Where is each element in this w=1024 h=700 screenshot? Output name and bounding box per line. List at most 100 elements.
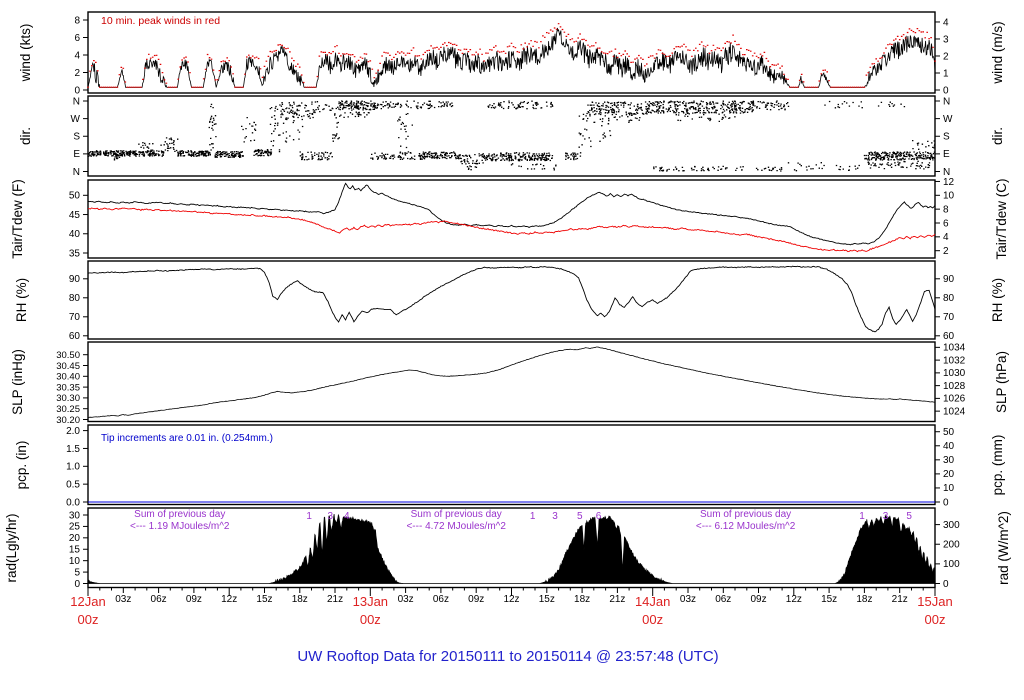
wind-right-tick-label: 2 <box>943 51 949 62</box>
temp-left-tick-label: 35 <box>69 248 81 259</box>
rad-hour-marker: 4 <box>344 511 350 522</box>
rad-left-tick-label: 10 <box>69 556 81 567</box>
day-label-date: 12Jan <box>70 594 105 609</box>
slp-right-tick-label: 1024 <box>943 406 966 417</box>
temp-right-tick-label: 12 <box>943 177 955 188</box>
day-label-hour: 00z <box>360 612 381 627</box>
day-label-hour: 00z <box>642 612 663 627</box>
hour-tick-label: 12z <box>503 594 519 605</box>
panel-frame-wind <box>87 11 936 94</box>
hour-tick-label: 06z <box>433 594 449 605</box>
rad-left-tick-label: 30 <box>69 510 81 521</box>
pcp-left-tick-label: 1.5 <box>66 444 80 455</box>
rad-hour-marker: 1 <box>530 511 536 522</box>
rad-sum-note-line1: Sum of previous day <box>700 509 791 520</box>
slp-left-tick-label: 30.40 <box>56 372 80 383</box>
day-label-date: 15Jan <box>917 594 952 609</box>
hour-tick-label: 15z <box>821 594 837 605</box>
hour-tick-label: 03z <box>680 594 696 605</box>
rh-left-tick-label: 80 <box>69 293 81 304</box>
rad-left-tick-label: 5 <box>74 567 80 578</box>
rad-left-tick-label: 0 <box>74 579 80 590</box>
precip-tip-note: Tip increments are 0.01 in. (0.254mm.) <box>101 433 273 444</box>
slp-right-tick-label: 1026 <box>943 394 966 405</box>
pcp-right-tick-label: 0 <box>943 497 949 508</box>
axis-title-temp-right: Tair/Tdew (C) <box>994 178 1009 259</box>
hour-tick-label: 15z <box>539 594 555 605</box>
hour-tick-label: 09z <box>468 594 484 605</box>
pcp-right-tick-label: 50 <box>943 427 955 438</box>
slp-right-tick-label: 1034 <box>943 343 966 354</box>
pcp-left-tick-label: 2.0 <box>66 426 80 437</box>
rad-hour-marker: 1 <box>306 511 312 522</box>
axis-title-slp-right: SLP (hPa) <box>994 351 1009 413</box>
rad-right-tick-label: 0 <box>943 579 949 590</box>
pcp-right-tick-label: 10 <box>943 483 955 494</box>
radiation-annotations: Sum of previous day<--- 1.19 MJoules/m^2… <box>130 509 912 532</box>
dir-left-tick-label: E <box>73 149 80 160</box>
rad-left-tick-label: 25 <box>69 522 81 533</box>
hour-tick-label: 12z <box>221 594 237 605</box>
wind-left-tick-label: 2 <box>74 68 80 79</box>
slp-left-tick-label: 30.50 <box>56 350 80 361</box>
temp-right-tick-label: 4 <box>943 232 949 243</box>
day-label-date: 13Jan <box>353 594 388 609</box>
solar-radiation-area <box>87 513 936 585</box>
rad-sum-note-line1: Sum of previous day <box>134 509 225 520</box>
hour-tick-label: 18z <box>574 594 590 605</box>
dir-left-tick-label: N <box>73 167 80 178</box>
slp-line <box>87 346 936 418</box>
panel-ticks-slp: 30.5030.4530.4030.3530.3030.2530.2010341… <box>56 343 965 426</box>
panel-frame-pcp <box>87 424 936 506</box>
temp-left-tick-label: 50 <box>69 191 81 202</box>
axis-title-pcp-right: pcp. (mm) <box>990 435 1005 496</box>
wind-right-tick-label: 0 <box>943 85 949 96</box>
axis-title-rh-right: RH (%) <box>990 278 1005 322</box>
hour-tick-label: 21z <box>892 594 908 605</box>
slp-left-tick-label: 30.30 <box>56 393 80 404</box>
wind-peak-note: 10 min. peak winds in red <box>101 15 220 27</box>
axis-title-temp-left: Tair/Tdew (F) <box>10 179 25 259</box>
rh-left-tick-label: 90 <box>69 274 81 285</box>
hour-tick-label: 06z <box>151 594 167 605</box>
axis-title-rad-right: rad (W/m^2) <box>996 511 1011 585</box>
day-label-hour: 00z <box>78 612 99 627</box>
slp-left-tick-label: 30.35 <box>56 382 80 393</box>
axis-title-slp-left: SLP (inHg) <box>10 349 25 415</box>
rad-hour-marker: 3 <box>883 511 889 522</box>
dir-left-tick-label: S <box>73 132 80 143</box>
hour-tick-label: 09z <box>750 594 766 605</box>
slp-right-tick-label: 1028 <box>943 381 966 392</box>
dir-right-tick-label: S <box>943 132 950 143</box>
wind-speed-line <box>87 27 936 88</box>
axis-title-dir-left: dir. <box>18 127 33 145</box>
rad-hour-marker: 3 <box>552 511 558 522</box>
rad-hour-marker: 5 <box>577 511 583 522</box>
hour-tick-label: 09z <box>186 594 202 605</box>
pcp-left-tick-label: 0.0 <box>66 497 80 508</box>
hour-tick-label: 21z <box>327 594 343 605</box>
wind-left-tick-label: 0 <box>74 85 80 96</box>
rh-left-tick-label: 70 <box>69 312 81 323</box>
axis-title-wind-right: wind (m/s) <box>990 21 1005 84</box>
slp-right-tick-label: 1030 <box>943 368 966 379</box>
rh-right-tick-label: 70 <box>943 312 955 323</box>
wind-direction-scatter <box>87 100 936 172</box>
rad-hour-marker: 1 <box>859 511 865 522</box>
hour-tick-label: 18z <box>292 594 308 605</box>
time-axis-ticks <box>87 587 936 596</box>
hour-tick-label: 15z <box>256 594 272 605</box>
pcp-left-tick-label: 0.5 <box>66 479 80 490</box>
hour-tick-label: 18z <box>856 594 872 605</box>
panel-stack: 8642043210NWSENNWSEN50454035121086429080… <box>56 11 966 590</box>
dir-right-tick-label: N <box>943 96 950 107</box>
rad-right-tick-label: 200 <box>943 540 960 551</box>
wind-right-tick-label: 3 <box>943 34 949 45</box>
rad-right-tick-label: 100 <box>943 559 960 570</box>
day-label-date: 14Jan <box>635 594 670 609</box>
pcp-left-tick-label: 1.0 <box>66 462 80 473</box>
panel-ticks-temp: 50 45 40 35 12 10 8 6 4 2 <box>69 177 955 260</box>
